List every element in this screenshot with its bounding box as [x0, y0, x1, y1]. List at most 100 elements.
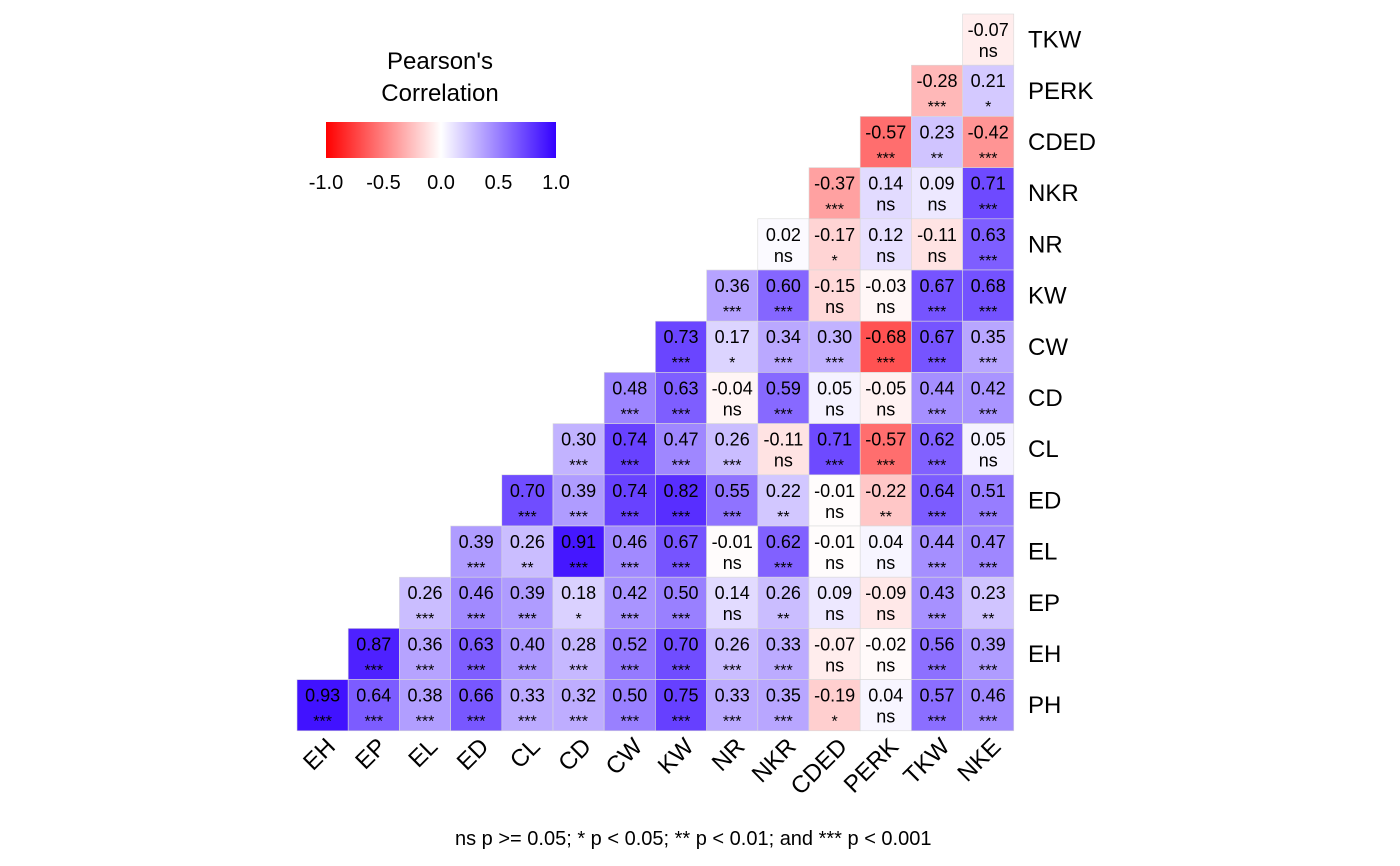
heatmap-cell: 0.63 ***	[655, 372, 707, 424]
cell-value-label: 0.39	[971, 634, 1006, 654]
cell-rect	[808, 320, 861, 373]
cell-rect	[450, 576, 503, 629]
significance-caption: ns p >= 0.05; * p < 0.05; ** p < 0.01; a…	[455, 828, 932, 850]
cell-rect	[859, 269, 912, 322]
cell-value-label: -0.04	[712, 378, 753, 398]
cell-significance-label: ***	[672, 355, 691, 372]
heatmap-cell: -0.22 **	[859, 474, 912, 527]
cell-rect	[808, 423, 861, 476]
heatmap-cell: 0.70 ***	[501, 474, 554, 527]
cell-rect	[859, 525, 912, 578]
cell-value-label: -0.57	[865, 122, 906, 142]
heatmap-cell: 0.82 ***	[655, 474, 707, 527]
cell-value-label: 0.66	[459, 686, 494, 706]
cell-value-label: 0.04	[868, 686, 903, 706]
cell-value-label: 0.32	[561, 686, 596, 706]
cell-value-label: -0.19	[814, 686, 855, 706]
cell-value-label: 0.43	[919, 583, 954, 603]
cell-significance-label: ***	[620, 611, 639, 628]
cell-rect	[808, 218, 861, 271]
cell-rect	[962, 423, 1015, 476]
cell-significance-label: ***	[979, 560, 998, 577]
x-tick-label: EL	[403, 733, 443, 773]
cell-rect	[757, 525, 810, 578]
cell-value-label: -0.42	[968, 122, 1009, 142]
cell-significance-label: ***	[672, 714, 691, 731]
legend-tick-label: -1.0	[308, 172, 344, 194]
cell-rect	[655, 628, 707, 680]
cell-rect	[706, 474, 759, 527]
cell-significance-label: ***	[569, 458, 588, 475]
cell-rect	[808, 474, 861, 527]
cell-value-label: 0.63	[971, 225, 1006, 245]
cell-significance-label: ***	[774, 304, 793, 321]
cell-value-label: 0.44	[919, 532, 954, 552]
cell-value-label: 0.55	[715, 481, 750, 501]
heatmap-cell: 0.33 ***	[706, 679, 759, 732]
cell-rect	[501, 628, 554, 680]
cell-significance-label: ***	[928, 662, 947, 679]
cell-significance-label: ***	[928, 611, 947, 628]
heatmap-cell: 0.26 ***	[706, 423, 759, 476]
cell-significance-label: **	[982, 611, 994, 628]
heatmap-cell: 0.39 ***	[501, 576, 554, 629]
x-tick-label: CW	[601, 733, 649, 781]
cell-significance-label: ns	[825, 604, 844, 624]
heatmap-cell: 0.23 **	[911, 116, 963, 168]
cell-significance-label: ns	[723, 553, 742, 573]
heatmap-cells: -0.07ns-0.28***0.21*-0.57***0.23**-0.42*…	[296, 13, 1015, 732]
cell-value-label: -0.28	[916, 71, 957, 91]
cell-value-label: 0.35	[971, 327, 1006, 347]
heatmap-cell: 0.44 ***	[911, 372, 963, 424]
x-tick-label: CDED	[786, 733, 853, 800]
cell-significance-label: ***	[723, 509, 742, 526]
cell-significance-label: *	[985, 99, 991, 116]
heatmap-cell: 0.59 ***	[757, 372, 810, 424]
cell-significance-label: ns	[825, 399, 844, 419]
cell-rect	[501, 474, 554, 527]
heatmap-cell: 0.64 ***	[347, 679, 400, 732]
cell-rect	[603, 679, 656, 732]
cell-value-label: -0.11	[764, 430, 804, 450]
cell-significance-label: ***	[620, 509, 639, 526]
cell-rect	[603, 628, 656, 680]
cell-value-label: 0.75	[663, 686, 698, 706]
cell-value-label: 0.71	[971, 174, 1006, 194]
y-tick-label: PH	[1028, 692, 1061, 719]
y-tick-label: CD	[1028, 385, 1063, 412]
cell-value-label: 0.26	[407, 583, 442, 603]
legend-tick-label: 1.0	[542, 172, 570, 194]
cell-value-label: 0.47	[971, 532, 1006, 552]
cell-significance-label: ***	[825, 202, 844, 219]
heatmap-cell: 0.55 ***	[706, 474, 759, 527]
cell-value-label: 0.40	[510, 634, 545, 654]
cell-significance-label: ***	[928, 355, 947, 372]
cell-value-label: 0.74	[612, 481, 647, 501]
heatmap-cell: 0.26 ***	[706, 628, 759, 680]
heatmap-cell: 0.33 ***	[757, 628, 810, 680]
heatmap-cell: 0.34 ***	[757, 320, 810, 373]
cell-significance-label: ***	[672, 458, 691, 475]
x-tick-label: EH	[298, 733, 341, 776]
heatmap-cell: 0.75 ***	[655, 679, 707, 732]
cell-value-label: 0.46	[612, 532, 647, 552]
cell-rect	[808, 525, 861, 578]
cell-rect	[655, 576, 707, 629]
cell-significance-label: ns	[876, 553, 895, 573]
cell-rect	[962, 13, 1015, 66]
cell-significance-label: ***	[774, 355, 793, 372]
y-tick-label: KW	[1028, 283, 1067, 310]
cell-value-label: 0.39	[561, 481, 596, 501]
legend-colorbar	[326, 122, 556, 158]
cell-rect	[757, 320, 810, 373]
cell-value-label: -0.01	[814, 532, 855, 552]
cell-significance-label: ***	[979, 304, 998, 321]
heatmap-cell: -0.68 ***	[859, 320, 912, 373]
